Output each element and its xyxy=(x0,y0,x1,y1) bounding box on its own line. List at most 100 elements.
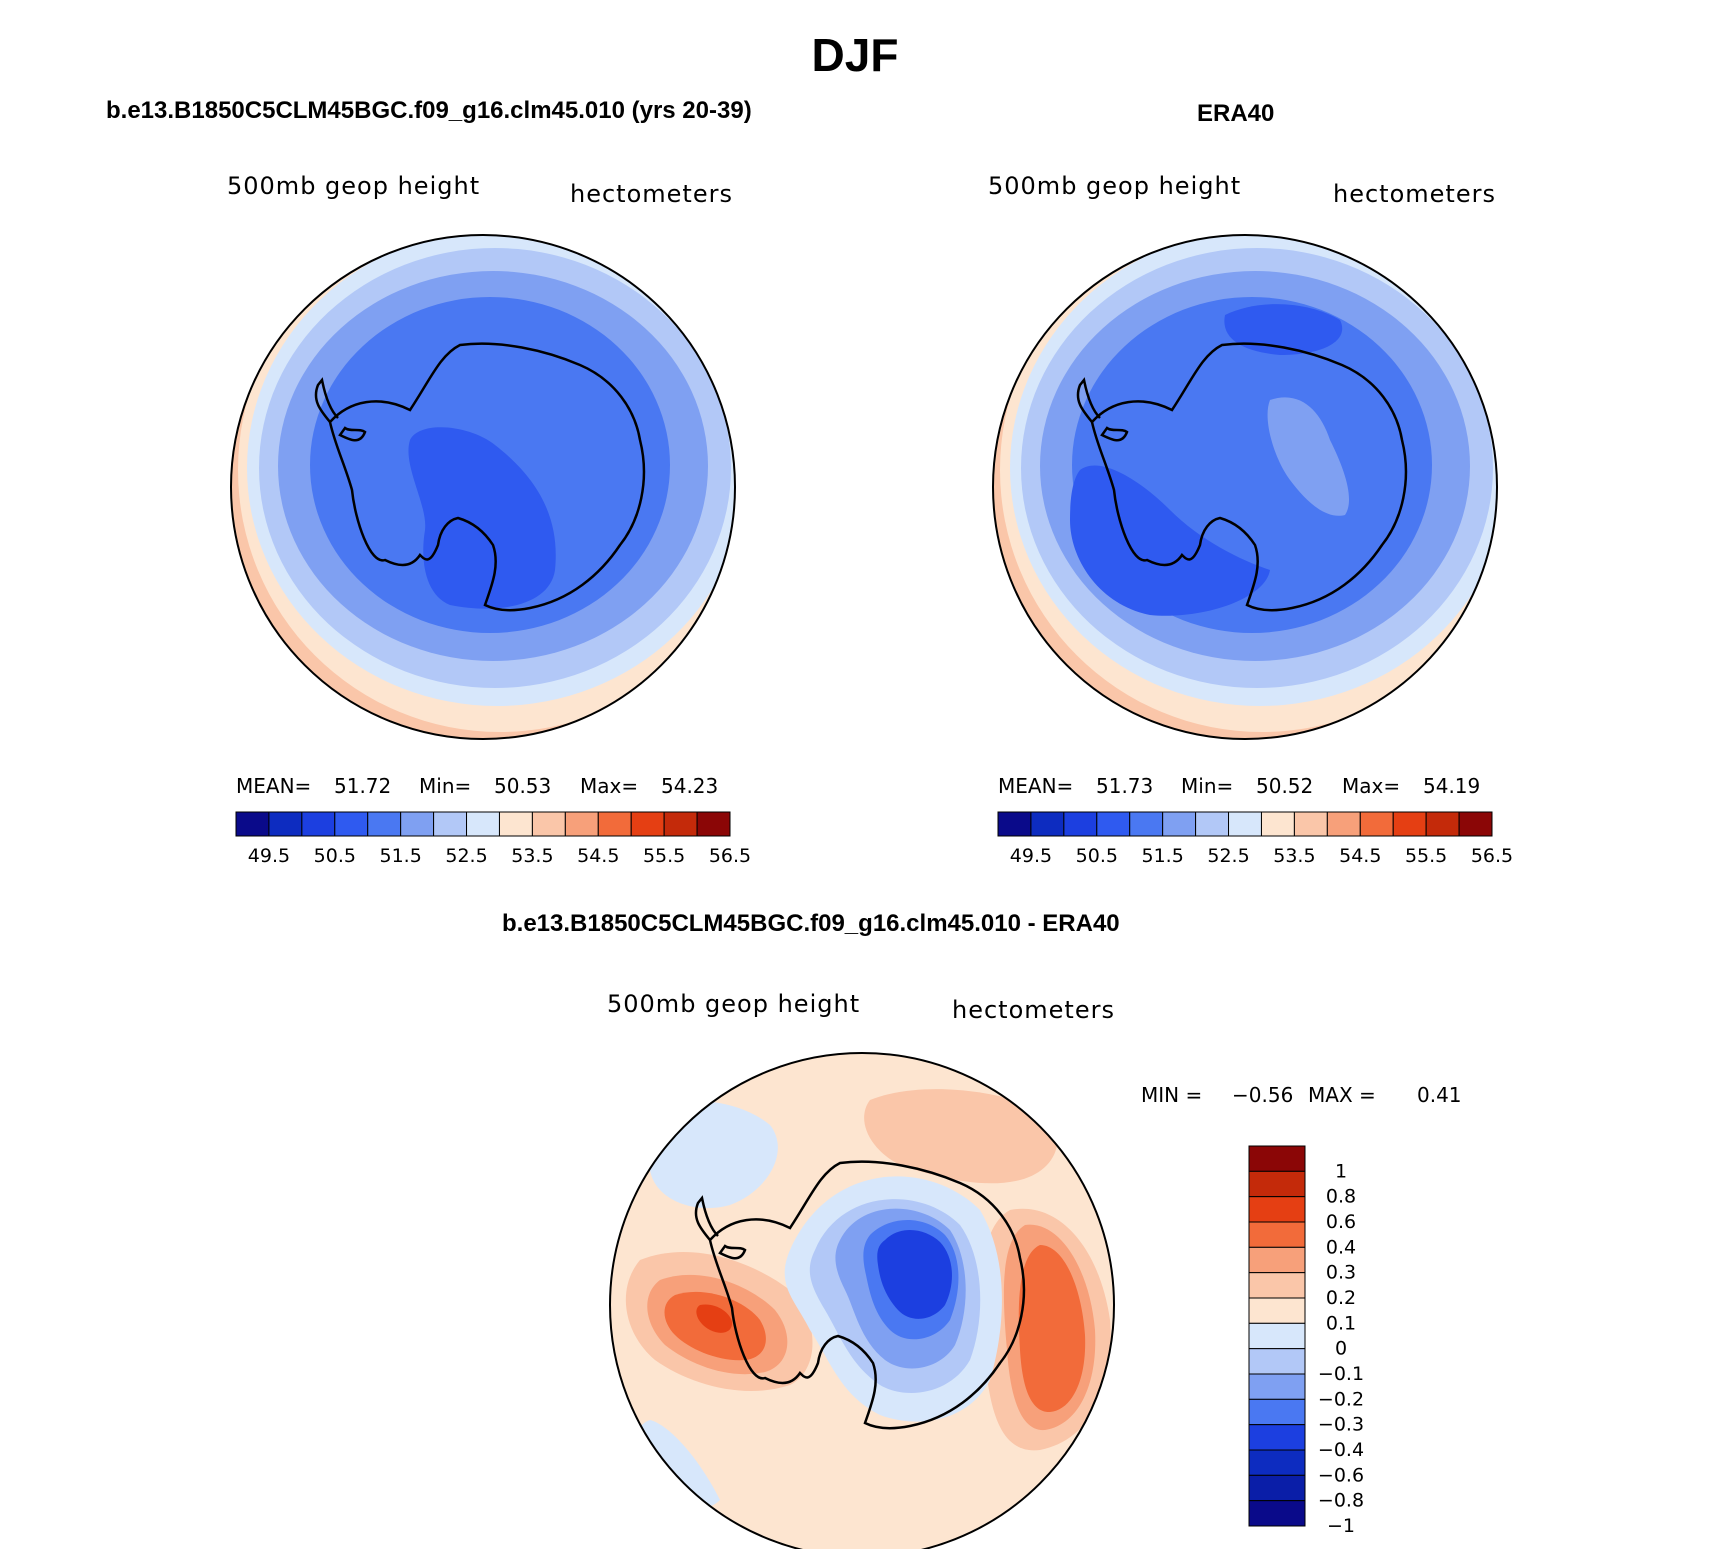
obs-min-value: 50.52 xyxy=(1256,774,1314,798)
obs-colorbar-tick-label: 56.5 xyxy=(1471,845,1513,867)
model-colorbar-swatch xyxy=(367,811,402,837)
diff-colorbar-swatch xyxy=(1248,1398,1306,1426)
model-min-label: Min= xyxy=(419,774,472,798)
obs-colorbar-swatch xyxy=(1195,811,1230,837)
obs-colorbar-tick-label: 55.5 xyxy=(1405,845,1447,867)
obs-contour-505-north xyxy=(1224,304,1343,355)
model-colorbar-swatch xyxy=(433,811,468,837)
model-colorbar-swatch xyxy=(466,811,500,837)
model-max-value: 54.23 xyxy=(661,774,719,798)
obs-coastline-ross xyxy=(1100,426,1129,442)
diff-colorbar-swatch xyxy=(1248,1170,1306,1198)
model-min-value: 50.53 xyxy=(494,774,552,798)
model-variable-label: 500mb geop height xyxy=(227,172,481,200)
obs-max-label: Max= xyxy=(1342,774,1401,798)
model-colorbar-swatch xyxy=(301,811,336,837)
obs-map-border xyxy=(992,234,1498,740)
model-mean-value: 51.72 xyxy=(334,774,392,798)
obs-min-label: Min= xyxy=(1181,774,1234,798)
obs-map xyxy=(993,235,1497,739)
diff-coastline xyxy=(708,1160,1026,1430)
obs-colorbar: 49.5 50.5 51.5 52.5 53.5 54.5 55.5 56.5 xyxy=(997,811,1513,867)
obs-colorbar-swatch xyxy=(1096,811,1131,837)
diff-contour-pos02-north xyxy=(864,1089,1058,1184)
diff-coastline-ross xyxy=(718,1244,747,1260)
diff-map-border xyxy=(609,1052,1115,1549)
model-colorbar-tick-label: 54.5 xyxy=(577,845,619,867)
model-colorbar-swatch xyxy=(498,811,533,837)
model-colorbar-swatch xyxy=(630,811,665,837)
obs-contour-505-south xyxy=(1070,465,1270,616)
obs-colorbar-tick-label: 54.5 xyxy=(1339,845,1381,867)
obs-colorbar-tick-label: 50.5 xyxy=(1076,845,1118,867)
model-contour-505 xyxy=(408,427,556,609)
diff-max-label: MAX = xyxy=(1308,1083,1376,1107)
model-colorbar-swatch xyxy=(663,811,698,837)
diff-colorbar-swatch xyxy=(1248,1424,1306,1451)
model-colorbar-tick-label: 56.5 xyxy=(709,845,751,867)
diff-min-value: −0.56 xyxy=(1232,1083,1294,1107)
diff-colorbar-tick-label: −0.2 xyxy=(1318,1388,1364,1410)
obs-colorbar-swatch xyxy=(1458,811,1493,837)
model-coastline-ross xyxy=(338,426,367,442)
obs-colorbar-tick-label: 53.5 xyxy=(1273,845,1315,867)
diff-coastline-peninsula xyxy=(694,1195,719,1241)
diff-colorbar: 1 0.8 0.6 0.4 0.3 0.2 0.1 0 −0.1 −0.2 −0.3 −0.4 −0.6… xyxy=(1248,1145,1364,1537)
obs-colorbar-swatch xyxy=(1359,811,1394,837)
diff-max-value: 0.41 xyxy=(1417,1083,1462,1107)
diff-panel-header: b.e13.B1850C5CLM45BGC.f09_g16.clm45.010 … xyxy=(502,910,1120,937)
model-map xyxy=(231,235,735,739)
model-coastline xyxy=(328,342,646,612)
obs-colorbar-swatch xyxy=(1293,811,1328,837)
model-panel-header: b.e13.B1850C5CLM45BGC.f09_g16.clm45.010 … xyxy=(106,97,752,124)
model-colorbar-tick-label: 49.5 xyxy=(248,845,290,867)
model-colorbar-tick-label: 50.5 xyxy=(314,845,356,867)
diff-colorbar-tick-label: −0.6 xyxy=(1318,1464,1364,1486)
model-colorbar-swatch xyxy=(268,811,303,837)
model-colorbar-tick-label: 51.5 xyxy=(380,845,422,867)
model-colorbar-swatch xyxy=(235,811,270,837)
diff-colorbar-tick-label: −0.8 xyxy=(1318,1490,1364,1512)
obs-contour-52-center xyxy=(1267,397,1350,516)
diff-colorbar-tick-label: 0.6 xyxy=(1326,1211,1356,1233)
obs-colorbar-swatch xyxy=(1228,811,1262,837)
diff-colorbar-tick-label: 0.3 xyxy=(1326,1262,1356,1284)
model-colorbar-swatch xyxy=(400,811,435,837)
obs-colorbar-swatch xyxy=(1129,811,1164,837)
diff-colorbar-swatch xyxy=(1248,1297,1306,1324)
diff-variable-label: 500mb geop height xyxy=(607,990,861,1018)
diff-colorbar-tick-label: 0.1 xyxy=(1326,1312,1356,1334)
diff-colorbar-tick-label: −0.1 xyxy=(1318,1363,1364,1385)
diff-colorbar-swatch xyxy=(1248,1348,1306,1375)
obs-mean-value: 51.73 xyxy=(1096,774,1154,798)
diff-colorbar-tick-label: −1 xyxy=(1327,1515,1355,1537)
obs-colorbar-tick-label: 51.5 xyxy=(1142,845,1184,867)
obs-colorbar-tick-label: 52.5 xyxy=(1207,845,1249,867)
model-map-border xyxy=(230,234,736,740)
obs-colorbar-swatch xyxy=(1326,811,1361,837)
diff-colorbar-swatch xyxy=(1248,1272,1306,1299)
diff-min-label: MIN = xyxy=(1141,1083,1203,1107)
diff-colorbar-swatch xyxy=(1248,1322,1306,1350)
obs-mean-label: MEAN= xyxy=(998,774,1074,798)
obs-variable-label: 500mb geop height xyxy=(988,172,1242,200)
diff-colorbar-swatch xyxy=(1248,1449,1306,1476)
diff-colorbar-tick-label: 1 xyxy=(1335,1160,1347,1182)
obs-colorbar-swatch xyxy=(1162,811,1197,837)
model-colorbar-swatch xyxy=(334,811,369,837)
diff-colorbar-tick-label: 0.8 xyxy=(1326,1186,1356,1208)
diff-contour-neg06-center xyxy=(877,1230,952,1319)
diff-colorbar-swatch xyxy=(1248,1474,1306,1502)
diff-colorbar-swatch xyxy=(1248,1246,1306,1274)
diff-colorbar-swatch xyxy=(1248,1500,1306,1527)
model-colorbar-swatch xyxy=(564,811,599,837)
diff-colorbar-swatch xyxy=(1248,1145,1306,1172)
obs-colorbar-swatch xyxy=(1392,811,1427,837)
diff-units-label: hectometers xyxy=(952,996,1115,1024)
diff-map xyxy=(610,1053,1114,1549)
diff-colorbar-tick-label: −0.3 xyxy=(1318,1414,1364,1436)
obs-coastline-peninsula xyxy=(1076,377,1101,423)
diff-colorbar-swatch xyxy=(1248,1196,1306,1223)
obs-colorbar-swatch xyxy=(997,811,1032,837)
